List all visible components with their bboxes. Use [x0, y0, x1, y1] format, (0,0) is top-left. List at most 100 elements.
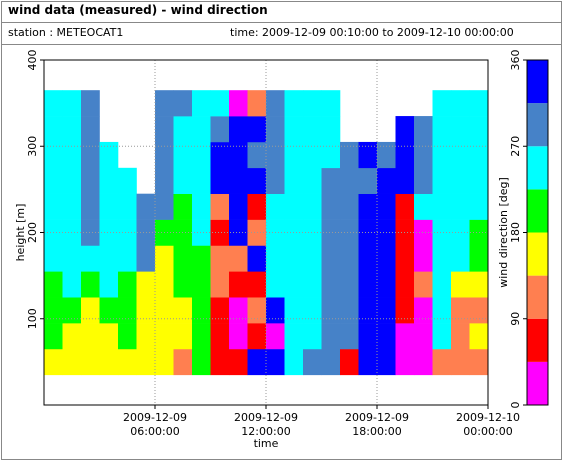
cell: [303, 167, 322, 194]
cell: [340, 219, 359, 246]
cell: [229, 271, 248, 298]
cell: [44, 271, 63, 298]
cell: [266, 193, 285, 220]
x-axis-label: time: [254, 437, 279, 450]
cell: [395, 141, 415, 169]
cell: [229, 348, 248, 376]
cell: [432, 297, 452, 324]
cell: [155, 245, 174, 272]
station: station : METEOCAT1: [8, 26, 123, 39]
cell: [414, 219, 433, 246]
cell: [62, 90, 82, 117]
colorbar-tick-label: 270: [509, 136, 522, 157]
cell: [118, 348, 137, 376]
cell: [155, 90, 174, 117]
cell: [99, 297, 119, 324]
cell: [469, 245, 489, 272]
cell: [62, 271, 82, 298]
cell: [321, 271, 341, 298]
colorbar-tick-label: 360: [509, 50, 522, 71]
cell: [118, 297, 137, 324]
cell: [247, 167, 267, 194]
cell: [321, 245, 341, 272]
cell: [284, 297, 304, 324]
time-range: time: 2009-12-09 00:10:00 to 2009-12-10 …: [230, 26, 514, 39]
colorbar-segment: [527, 60, 548, 104]
cell: [340, 245, 359, 272]
cell: [414, 193, 433, 220]
colorbar-segment: [527, 318, 548, 362]
cell: [210, 297, 230, 324]
cell: [303, 219, 322, 246]
cell: [284, 323, 304, 350]
cell: [173, 323, 193, 350]
cell: [81, 297, 100, 324]
cell: [303, 141, 322, 169]
cell: [303, 348, 322, 376]
cell: [136, 271, 156, 298]
cell: [469, 219, 489, 246]
cell: [210, 245, 230, 272]
cell: [136, 193, 156, 220]
cell: [414, 167, 433, 194]
cell: [358, 141, 378, 169]
cell: [266, 167, 285, 194]
cell: [377, 297, 396, 324]
cell: [451, 116, 470, 143]
cell: [173, 245, 193, 272]
colorbar-segment: [527, 189, 548, 233]
cell: [432, 116, 452, 143]
cell: [155, 167, 174, 194]
cell: [303, 323, 322, 350]
cell: [136, 323, 156, 350]
cell: [136, 219, 156, 246]
colorbar-segment: [527, 232, 548, 276]
cell: [173, 141, 193, 169]
cell: [44, 323, 63, 350]
cell: [192, 167, 211, 194]
cell: [377, 323, 396, 350]
cell: [432, 167, 452, 194]
cell: [469, 323, 489, 350]
y-tick-label: 100: [26, 308, 39, 329]
cell: [62, 167, 82, 194]
cell: [210, 219, 230, 246]
cell: [155, 323, 174, 350]
x-tick-label: 2009-12-09 12:00:00: [234, 411, 298, 438]
cell: [377, 271, 396, 298]
cell: [229, 90, 248, 117]
cell: [247, 323, 267, 350]
cell: [247, 219, 267, 246]
cell: [155, 271, 174, 298]
cell: [377, 167, 396, 194]
cell: [44, 167, 63, 194]
cell: [155, 297, 174, 324]
cell: [229, 297, 248, 324]
cell: [377, 348, 396, 376]
cell: [118, 193, 137, 220]
cell: [469, 271, 489, 298]
cell: [81, 219, 100, 246]
cell: [62, 323, 82, 350]
cell: [469, 141, 489, 169]
x-tick-label: 2009-12-09 18:00:00: [345, 411, 409, 438]
plot-frame: [43, 59, 489, 406]
cell: [340, 141, 359, 169]
cell: [99, 219, 119, 246]
cell: [173, 297, 193, 324]
cell: [210, 90, 230, 117]
cell: [247, 297, 267, 324]
cell: [266, 271, 285, 298]
colorbar-segment: [527, 103, 548, 147]
cell: [321, 297, 341, 324]
cell: [303, 193, 322, 220]
cell: [266, 245, 285, 272]
y-tick-label: 300: [26, 136, 39, 157]
cell: [173, 116, 193, 143]
colorbar-tick-label: 180: [509, 222, 522, 243]
cell: [99, 167, 119, 194]
cell: [321, 141, 341, 169]
cell: [358, 245, 378, 272]
cell: [321, 116, 341, 143]
